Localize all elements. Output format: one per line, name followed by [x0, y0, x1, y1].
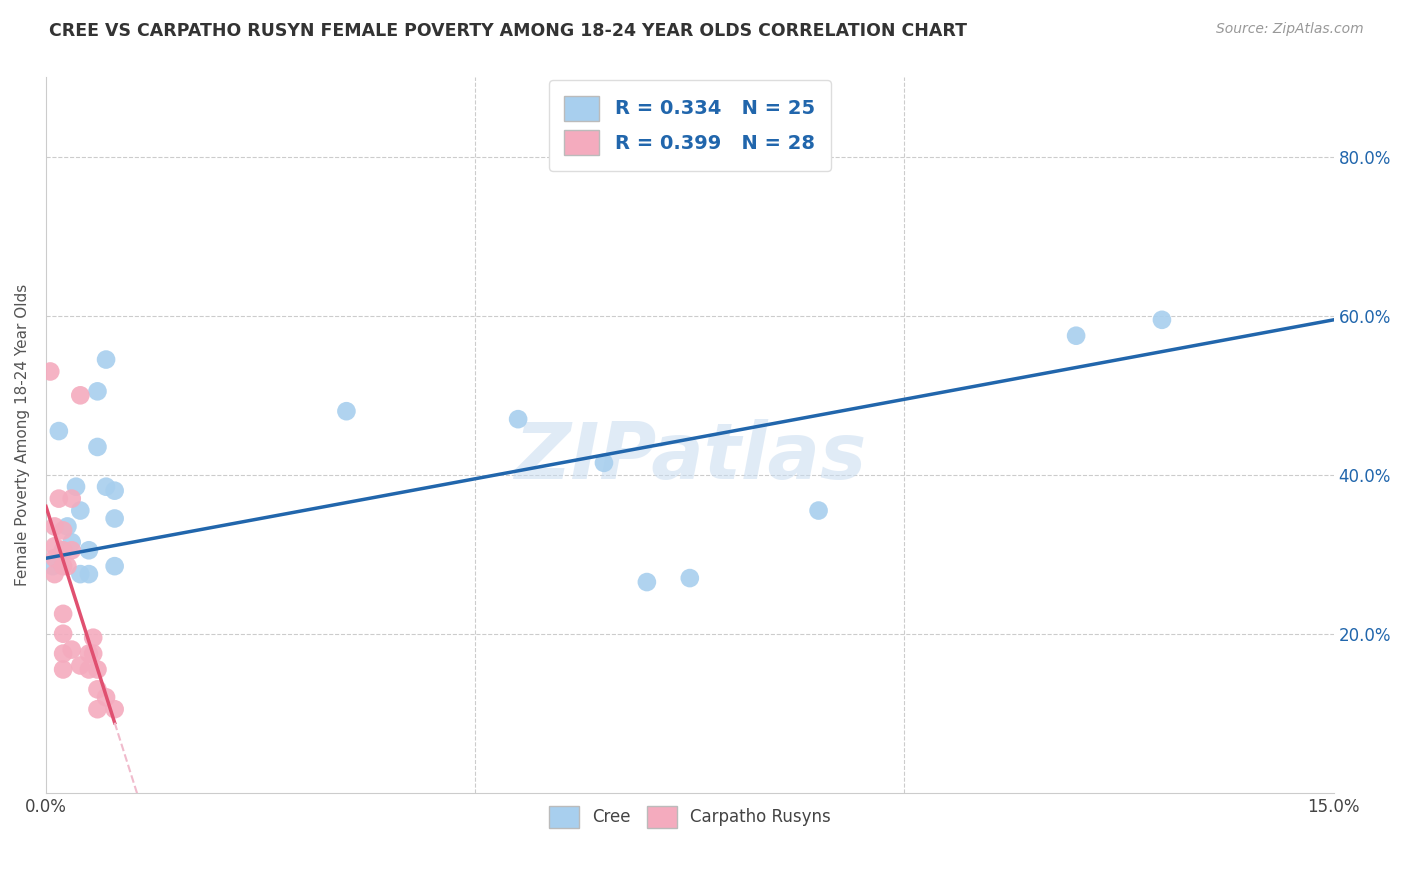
- Point: [1150, 313, 1173, 327]
- Point: [86, 384, 108, 399]
- Point: [52, 524, 75, 538]
- Point: [52, 647, 75, 661]
- Point: [42, 559, 65, 574]
- Point: [44, 567, 66, 582]
- Point: [69, 658, 91, 673]
- Point: [86, 702, 108, 716]
- Point: [335, 404, 357, 418]
- Point: [508, 412, 530, 426]
- Point: [52, 543, 75, 558]
- Point: [60, 543, 83, 558]
- Point: [60, 642, 83, 657]
- Point: [593, 456, 616, 470]
- Point: [86, 663, 108, 677]
- Point: [52, 663, 75, 677]
- Point: [86, 682, 108, 697]
- Y-axis label: Female Poverty Among 18-24 Year Olds: Female Poverty Among 18-24 Year Olds: [15, 284, 30, 586]
- Point: [77, 663, 100, 677]
- Point: [104, 559, 127, 574]
- Point: [104, 702, 127, 716]
- Point: [48, 491, 70, 506]
- Point: [807, 503, 830, 517]
- Point: [86, 440, 108, 454]
- Text: Source: ZipAtlas.com: Source: ZipAtlas.com: [1216, 22, 1364, 37]
- Point: [52, 607, 75, 621]
- Point: [82, 647, 104, 661]
- Text: ZIPatlas: ZIPatlas: [513, 418, 866, 494]
- Text: CREE VS CARPATHO RUSYN FEMALE POVERTY AMONG 18-24 YEAR OLDS CORRELATION CHART: CREE VS CARPATHO RUSYN FEMALE POVERTY AM…: [49, 22, 967, 40]
- Point: [82, 631, 104, 645]
- Point: [636, 575, 658, 590]
- Point: [65, 480, 87, 494]
- Point: [48, 424, 70, 438]
- Point: [69, 388, 91, 402]
- Legend: Cree, Carpatho Rusyns: Cree, Carpatho Rusyns: [541, 799, 838, 834]
- Point: [44, 519, 66, 533]
- Point: [94, 690, 117, 705]
- Point: [94, 352, 117, 367]
- Point: [69, 503, 91, 517]
- Point: [94, 480, 117, 494]
- Point: [60, 491, 83, 506]
- Point: [44, 551, 66, 566]
- Point: [60, 535, 83, 549]
- Point: [52, 543, 75, 558]
- Point: [56, 559, 79, 574]
- Point: [44, 539, 66, 553]
- Point: [104, 511, 127, 525]
- Point: [77, 567, 100, 582]
- Point: [1064, 328, 1087, 343]
- Point: [56, 519, 79, 533]
- Point: [77, 647, 100, 661]
- Point: [39, 364, 62, 378]
- Point: [69, 567, 91, 582]
- Point: [52, 626, 75, 640]
- Point: [77, 543, 100, 558]
- Point: [52, 559, 75, 574]
- Point: [679, 571, 702, 585]
- Point: [104, 483, 127, 498]
